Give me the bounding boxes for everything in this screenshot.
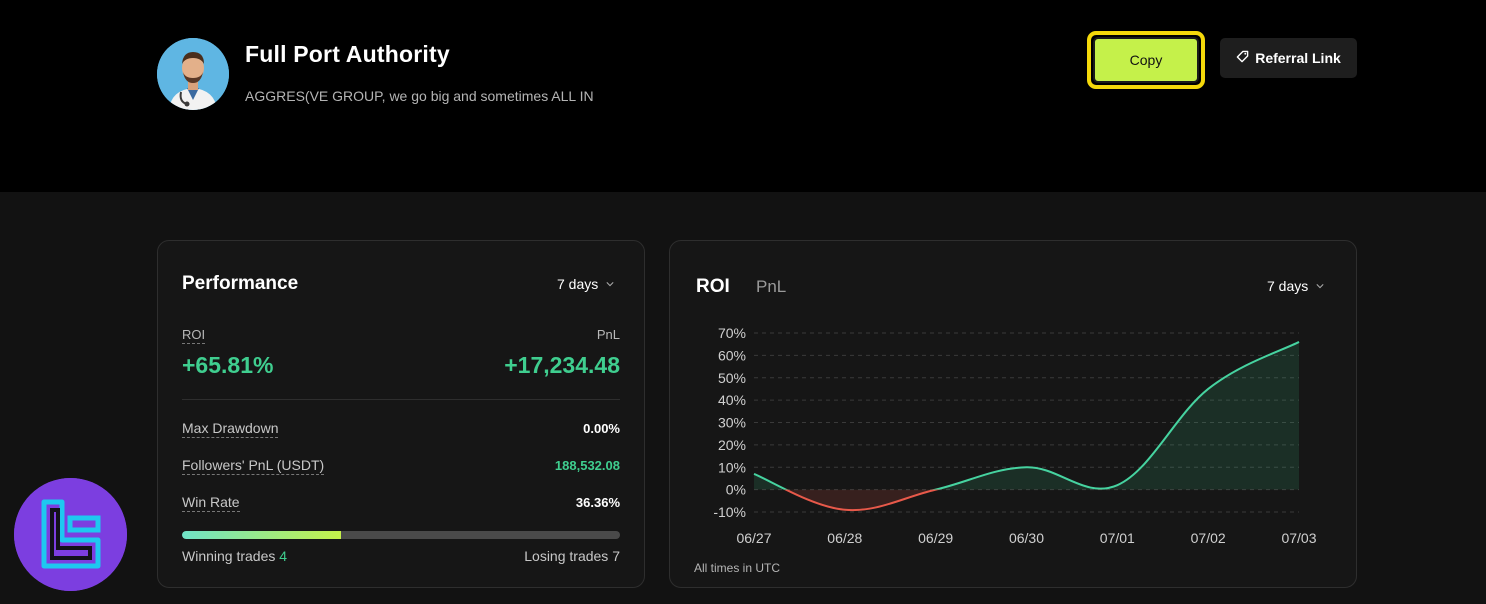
performance-period-label: 7 days <box>557 276 599 292</box>
x-tick-label: 07/02 <box>1191 530 1226 546</box>
x-tick-label: 07/01 <box>1100 530 1135 546</box>
performance-title: Performance <box>182 273 299 294</box>
pnl-label: PnL <box>596 327 620 342</box>
y-tick-label: 0% <box>726 482 746 498</box>
y-tick-label: 60% <box>718 347 746 363</box>
win-loss-bar-fill <box>182 531 342 539</box>
y-tick-label: 50% <box>718 370 746 386</box>
y-tick-label: 40% <box>718 392 746 408</box>
y-tick-label: 30% <box>718 415 746 431</box>
x-tick-label: 06/28 <box>827 530 862 546</box>
chevron-down-icon <box>606 282 614 287</box>
y-tick-label: 20% <box>718 437 746 453</box>
roi-label[interactable]: ROI <box>182 327 206 344</box>
divider <box>182 399 620 400</box>
win-loss-bar <box>182 531 620 539</box>
winning-trades: Winning trades 4 <box>182 548 287 564</box>
tag-icon <box>1236 50 1249 66</box>
pnl-value: +17,234.48 <box>504 352 620 378</box>
tab-pnl[interactable]: PnL <box>756 277 787 296</box>
max-drawdown-value: 0.00% <box>583 421 620 436</box>
winning-trades-label: Winning trades <box>182 548 276 564</box>
x-tick-label: 06/29 <box>918 530 953 546</box>
copy-button[interactable]: Copy <box>1093 37 1199 83</box>
x-tick-label: 07/03 <box>1281 530 1316 546</box>
x-tick-label: 06/30 <box>1009 530 1044 546</box>
roi-chart-card: ROI PnL 7 days 70% 60% 50% 40% 30% 20% 10% 0% -1… <box>669 240 1357 588</box>
referral-link-button[interactable]: Referral Link <box>1220 38 1357 78</box>
followers-pnl-value: 188,532.08 <box>554 458 620 473</box>
losing-trades: Losing trades 7 <box>524 548 620 564</box>
win-rate-value: 36.36% <box>575 495 620 510</box>
roi-line-positive <box>753 341 1300 490</box>
avatar <box>157 38 229 110</box>
roi-area-negative <box>754 489 1299 511</box>
max-drawdown-label[interactable]: Max Drawdown <box>182 420 279 438</box>
followers-pnl-label[interactable]: Followers' PnL (USDT) <box>182 457 325 475</box>
timezone-note: All times in UTC <box>694 561 781 575</box>
trader-name: Full Port Authority <box>245 41 450 67</box>
y-tick-label: 10% <box>718 459 746 475</box>
chart-period-dropdown[interactable]: 7 days <box>1267 278 1324 294</box>
referral-link-label: Referral Link <box>1255 50 1341 66</box>
trader-bio: AGGRES(VE GROUP, we go big and sometimes… <box>245 88 594 104</box>
losing-trades-count: 7 <box>612 548 620 564</box>
tab-roi[interactable]: ROI <box>696 276 730 297</box>
roi-area-positive <box>754 341 1299 490</box>
y-tick-label: -10% <box>713 504 746 520</box>
profile-header: Full Port Authority AGGRES(VE GROUP, we … <box>0 0 1486 192</box>
roi-line-negative <box>783 489 1101 512</box>
performance-card: Performance 7 days ROI PnL +65.81% +17,2… <box>157 240 645 588</box>
x-tick-label: 06/27 <box>736 530 771 546</box>
roi-value: +65.81% <box>182 352 274 378</box>
roi-chart: 70% 60% 50% 40% 30% 20% 10% 0% -10% 06/27 06/28 06/… <box>713 325 1316 546</box>
chevron-down-icon <box>1316 284 1324 289</box>
losing-trades-label: Losing trades <box>524 548 609 564</box>
copy-button-label: Copy <box>1129 52 1163 68</box>
performance-period-dropdown[interactable]: 7 days <box>557 276 614 292</box>
chart-period-label: 7 days <box>1267 278 1309 294</box>
winning-trades-count: 4 <box>279 548 288 564</box>
copy-button-highlight <box>1087 31 1205 89</box>
win-rate-label[interactable]: Win Rate <box>182 494 240 512</box>
y-tick-label: 70% <box>718 325 746 341</box>
watermark-logo <box>14 478 127 591</box>
